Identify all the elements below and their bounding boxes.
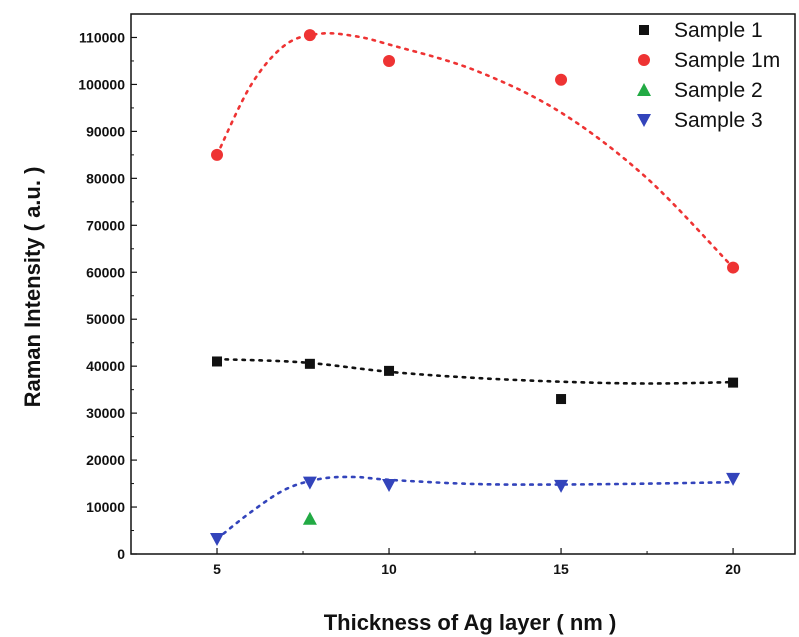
y-axis: 0 10000 20000 30000 40000 50000 60000 70000 8000…: [78, 29, 137, 562]
y-axis-title: Raman Intensity ( a.u. ): [20, 167, 45, 408]
y-tick-label: 40000: [86, 358, 125, 374]
x-tick-label: 15: [553, 561, 569, 577]
trend-line-sample-1: [215, 357, 735, 385]
legend-label-sample-2: Sample 2: [674, 79, 763, 102]
legend-label-sample-3: Sample 3: [674, 109, 763, 132]
y-tick-label: 90000: [86, 123, 125, 139]
trend-line-sample-1m: [215, 31, 735, 269]
plot-frame: [130, 13, 796, 555]
data-point-sample-3: [382, 478, 397, 492]
y-tick-label: 20000: [86, 452, 125, 468]
data-point-sample-3: [302, 476, 317, 490]
data-point-sample-1m: [383, 54, 396, 67]
data-point-sample-1: [304, 358, 315, 369]
y-tick-label: 0: [117, 546, 125, 562]
data-point-sample-1m: [555, 73, 568, 86]
y-tick-label: 50000: [86, 311, 125, 327]
y-tick-label: 10000: [86, 499, 125, 515]
data-point-sample-1m: [727, 261, 740, 274]
y-tick-label: 70000: [86, 217, 125, 233]
trend-line-sample-3: [215, 475, 735, 541]
y-tick-label: 100000: [78, 76, 125, 92]
y-tick-label: 30000: [86, 405, 125, 421]
legend-label-sample-1m: Sample 1m: [674, 49, 780, 72]
y-tick-label: 60000: [86, 264, 125, 280]
trend-lines: [215, 31, 735, 541]
y-tick-label: 110000: [79, 29, 125, 45]
data-point-sample-1: [384, 365, 395, 376]
legend-label-sample-1: Sample 1: [674, 19, 763, 42]
legend-marker-sample-1: [639, 25, 649, 35]
legend-marker-sample-2: [637, 83, 651, 96]
data-point-sample-1: [212, 356, 223, 367]
data-point-sample-3: [554, 479, 569, 493]
data-points: [210, 29, 741, 546]
y-tick-label: 80000: [86, 170, 125, 186]
x-axis: 5 10 15 20: [130, 548, 741, 577]
data-point-sample-1: [728, 377, 739, 388]
data-point-sample-1: [556, 394, 567, 405]
x-tick-label: 10: [381, 561, 397, 577]
x-tick-label: 20: [725, 561, 741, 577]
legend-marker-sample-1m: [638, 54, 650, 66]
data-point-sample-2: [302, 511, 317, 525]
x-tick-label: 5: [213, 561, 221, 577]
data-point-sample-3: [726, 472, 741, 486]
legend: Sample 1 Sample 1m Sample 2 Sample 3: [637, 19, 780, 132]
data-point-sample-3: [210, 532, 225, 546]
data-point-sample-1m: [211, 148, 224, 161]
x-axis-title: Thickness of Ag layer ( nm ): [324, 610, 617, 635]
data-point-sample-1m: [303, 29, 316, 42]
legend-marker-sample-3: [637, 114, 651, 127]
